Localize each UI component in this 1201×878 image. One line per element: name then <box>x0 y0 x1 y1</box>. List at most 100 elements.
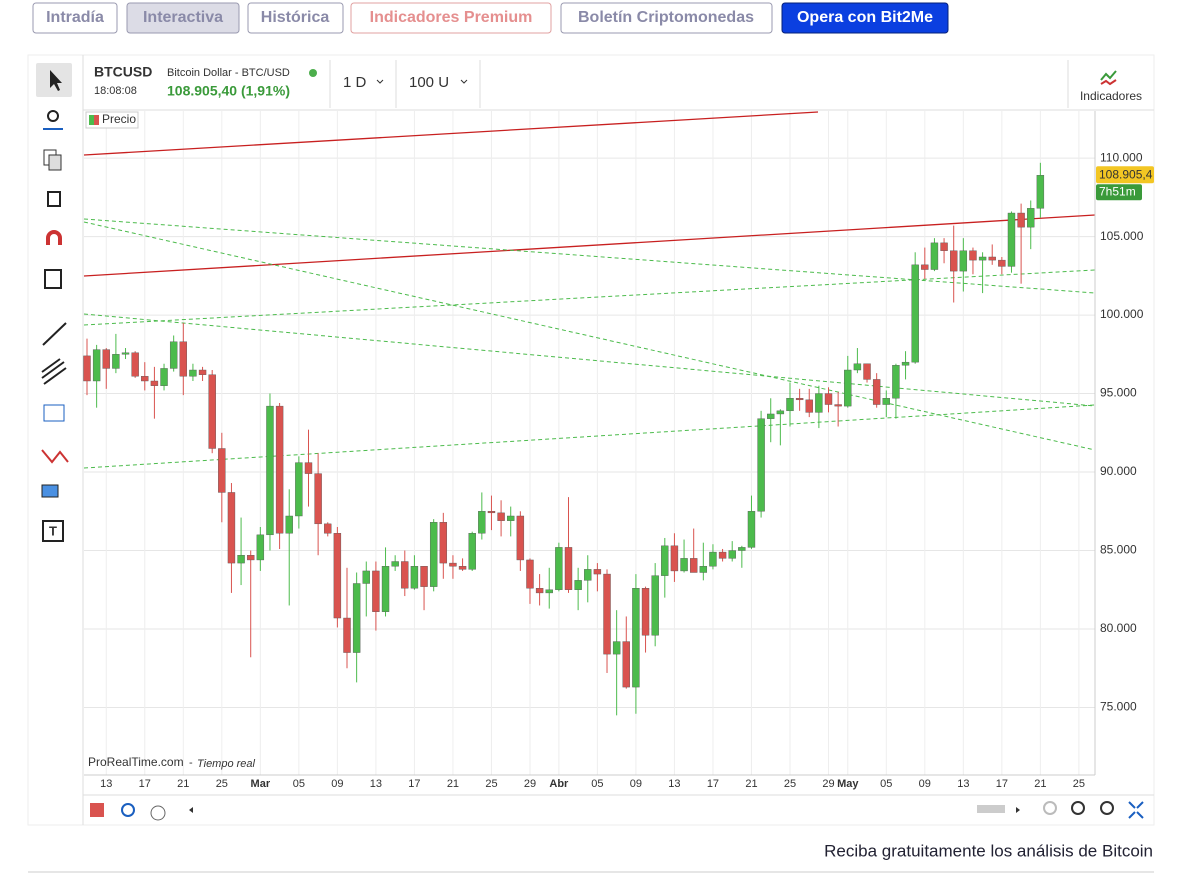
candle-body <box>555 547 563 590</box>
candle-body <box>401 561 409 589</box>
zoom-in[interactable] <box>1100 801 1114 815</box>
legend-swatch <box>94 115 99 125</box>
copy-icon <box>48 154 62 171</box>
candle-body <box>834 404 842 407</box>
pattern-tool[interactable] <box>41 449 69 464</box>
nav-button[interactable] <box>350 2 552 34</box>
candle-body <box>304 462 313 474</box>
fib-tool[interactable] <box>43 404 65 422</box>
nav-label[interactable]: Boletín Criptomonedas <box>578 9 754 26</box>
zoom-icon[interactable] <box>47 110 59 122</box>
nav-button[interactable] <box>32 2 118 34</box>
x-tick-label: 05 <box>293 778 305 790</box>
plot-area <box>84 111 1095 775</box>
text-tool-letter: T <box>49 523 57 538</box>
last-price-label: 108.905,4 <box>1099 167 1153 181</box>
candle-body <box>815 393 823 413</box>
nav-label[interactable]: Opera con Bit2Me <box>797 9 933 26</box>
x-tick-label: 25 <box>485 778 497 790</box>
parallel-tool[interactable] <box>41 358 67 385</box>
magnet-icon[interactable] <box>46 230 62 245</box>
candle-body <box>632 588 640 688</box>
indicators-icon <box>1100 79 1117 86</box>
nav-bar: Intradía Interactiva Histórica Indicador… <box>32 2 949 34</box>
candle-body <box>728 550 736 559</box>
candle-body <box>526 559 534 589</box>
candle-body <box>420 566 428 587</box>
candle-body <box>227 492 236 564</box>
candle-body <box>535 588 544 594</box>
candle-body <box>998 259 1006 267</box>
countdown-tag <box>1096 184 1142 201</box>
left-toolbar: T <box>36 63 72 542</box>
source-note: Tiempo real <box>197 758 256 770</box>
line-tool[interactable] <box>42 322 67 346</box>
pointer-icon[interactable] <box>50 70 62 91</box>
source: ProRealTime.com <box>88 755 184 769</box>
x-tick-label: 17 <box>139 778 151 790</box>
share-icon[interactable] <box>121 803 135 817</box>
candle-body <box>564 547 573 590</box>
list-icon[interactable] <box>44 269 62 289</box>
candle-body <box>795 398 804 401</box>
indicators-button[interactable]: Indicadores <box>1080 89 1142 103</box>
candle-body <box>314 473 322 525</box>
candle-body <box>988 256 996 261</box>
axis-labels: 75.000 80.000 85.000 90.000 95.000 100.000 105… <box>100 150 1154 790</box>
x-tick-label: 09 <box>331 778 343 790</box>
trend-line <box>83 313 1096 407</box>
zoom-out[interactable] <box>1071 801 1085 815</box>
help-icon[interactable] <box>150 805 166 821</box>
trend-lines <box>83 111 1096 469</box>
indicators-icon[interactable] <box>1100 70 1117 81</box>
x-tick-label: 21 <box>177 778 189 790</box>
nav-button[interactable] <box>560 2 773 34</box>
x-tick-label: 29 <box>822 778 834 790</box>
candle-body <box>189 369 197 377</box>
candle-body <box>844 369 852 407</box>
candle-body <box>458 566 467 570</box>
x-tick-label: 21 <box>1034 778 1046 790</box>
nav-button[interactable] <box>781 2 949 34</box>
fullscreen[interactable] <box>1128 801 1144 819</box>
trend-line <box>83 111 819 156</box>
tool-icon[interactable] <box>90 803 104 817</box>
candle-body <box>121 352 130 355</box>
candle-body <box>256 534 265 561</box>
units-select[interactable]: 100 U <box>409 74 449 91</box>
y-tick-label: 95.000 <box>1100 386 1137 400</box>
nav-label[interactable]: Indicadores Premium <box>370 9 533 26</box>
candle-body <box>709 551 717 567</box>
candle-body <box>218 448 226 493</box>
scroll-right[interactable] <box>1016 807 1020 813</box>
footer-link[interactable]: Reciba gratuitamente los análisis de Bit… <box>824 841 1153 860</box>
status-dot <box>309 69 317 77</box>
candle-body <box>429 522 438 587</box>
candle-body <box>247 555 255 561</box>
candle-body <box>468 533 476 570</box>
nav-button[interactable] <box>247 2 344 34</box>
nav-label[interactable]: Interactiva <box>143 9 223 26</box>
candle-body <box>102 349 110 369</box>
shape-tool[interactable] <box>41 484 59 498</box>
zoom-reset[interactable] <box>1043 801 1057 815</box>
y-tick-label: 80.000 <box>1100 621 1137 635</box>
scrollbar[interactable] <box>977 805 1005 813</box>
trash-icon[interactable] <box>47 191 61 207</box>
y-tick-label: 105.000 <box>1100 229 1144 243</box>
candle-body <box>680 558 688 572</box>
clock: 18:08:08 <box>94 85 137 97</box>
period-select[interactable]: 1 D <box>343 74 367 91</box>
nav-button[interactable] <box>126 2 240 34</box>
source-sep: - <box>189 757 193 769</box>
caret <box>376 79 384 84</box>
scroll-left[interactable] <box>189 807 193 813</box>
candle-body <box>738 547 746 551</box>
nav-label[interactable]: Intradía <box>46 9 104 26</box>
text-tool[interactable] <box>42 520 64 542</box>
nav-label[interactable]: Histórica <box>261 9 330 26</box>
candle-body <box>603 573 611 655</box>
candle-body <box>141 376 149 382</box>
candle-body <box>275 405 284 534</box>
candle-body <box>959 250 968 272</box>
